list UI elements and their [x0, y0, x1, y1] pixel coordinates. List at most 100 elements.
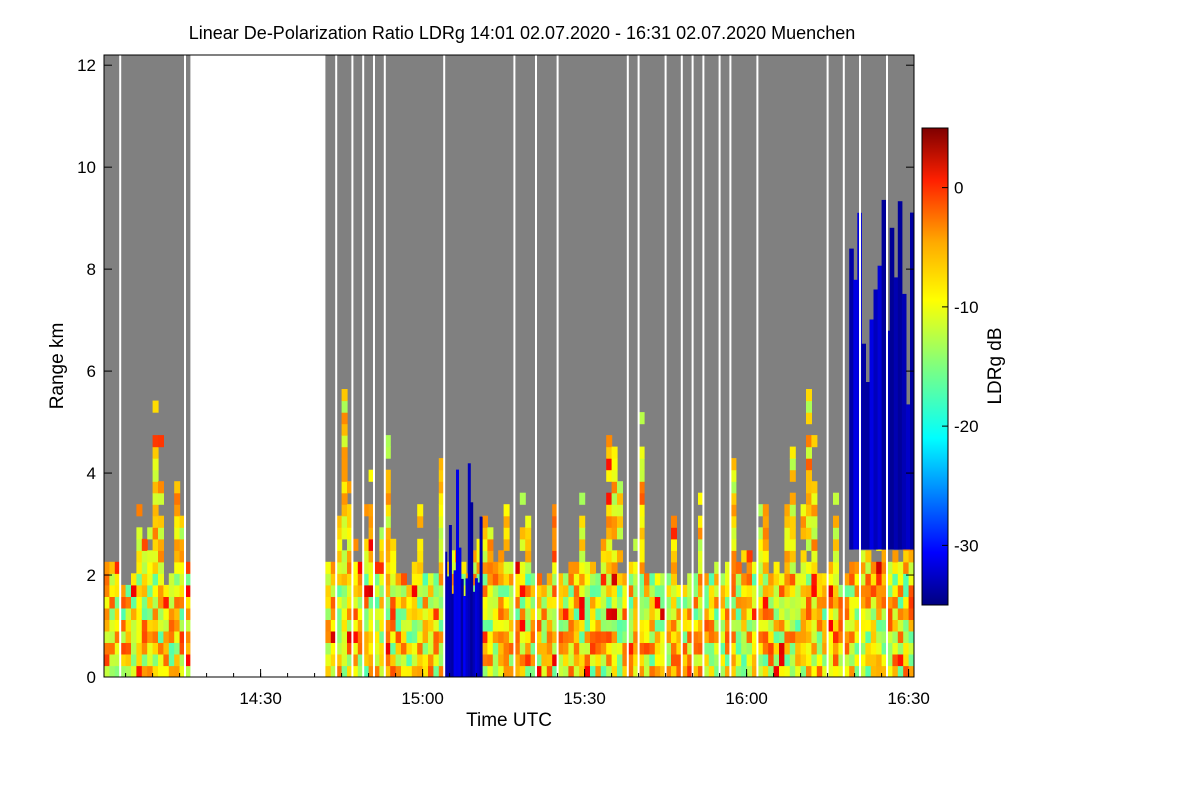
ldr-cell [417, 619, 424, 632]
ldr-cell [800, 573, 807, 586]
ldr-cell [336, 584, 343, 597]
ldr-cell [579, 630, 586, 643]
ldr-cell [438, 607, 445, 620]
ldr-cell [768, 596, 775, 609]
ldr-cell [660, 642, 667, 655]
ldr-cell [638, 573, 645, 586]
ldr-cell [833, 642, 839, 655]
ldr-cell [185, 619, 191, 632]
ldr-cell [109, 630, 116, 643]
ldr-cell [487, 607, 494, 620]
ldr-cell [687, 665, 694, 677]
ldr-cell [622, 665, 629, 677]
ldr-cell [357, 630, 364, 643]
ldr-cell [374, 607, 380, 620]
ldr-cell [573, 642, 580, 655]
ldr-cell [525, 584, 532, 597]
ldr-cell [606, 584, 613, 597]
ldr-cell [438, 550, 445, 563]
ldr-cell [330, 573, 337, 586]
ldr-cell [833, 538, 839, 551]
ldr-cell [908, 561, 914, 574]
ldr-cell [795, 642, 802, 655]
ldr-cell [519, 630, 526, 643]
ldr-cell [654, 607, 661, 620]
ldr-cell [665, 596, 672, 609]
ldr-cell [438, 654, 445, 667]
ldr-cell [606, 492, 613, 505]
ldr-cell [114, 596, 121, 609]
ldr-cell [870, 642, 877, 655]
ldr-cell [498, 630, 505, 643]
ldr-cell [865, 654, 872, 667]
ldr-cell [136, 561, 143, 574]
ldr-cell [341, 504, 348, 517]
ldr-cell [152, 630, 159, 643]
ldr-cell [379, 527, 386, 540]
ldr-cell [827, 630, 834, 643]
ldr-feature-cell [451, 593, 455, 677]
ldr-cell [795, 630, 802, 643]
ldr-cell [822, 654, 829, 667]
ldr-cell [179, 550, 186, 563]
ldr-cell [789, 665, 796, 677]
ldr-cell [768, 665, 775, 677]
ldr-cell [519, 607, 526, 620]
ldr-cell [336, 654, 343, 667]
ldr-cell [849, 607, 856, 620]
ldr-cell [692, 573, 699, 586]
ldr-cell [860, 596, 866, 609]
ldr-cell [833, 515, 839, 528]
ldr-cell [525, 538, 532, 551]
ldr-cell [104, 642, 110, 655]
ldr-cell [806, 389, 812, 402]
ldr-cell [584, 607, 591, 620]
ldr-cell [773, 665, 780, 677]
ldr-cell [503, 607, 510, 620]
ldr-cell [152, 400, 159, 413]
ldr-cell [384, 665, 391, 677]
ldr-cell [671, 527, 677, 540]
ldr-cell [606, 458, 613, 471]
ldr-cell [730, 515, 737, 528]
ldr-cell [109, 573, 116, 586]
ldr-cell [870, 607, 877, 620]
ldr-cell [363, 642, 370, 655]
ldr-cell [806, 538, 812, 551]
ldr-cell [341, 389, 348, 402]
ldr-cell [546, 642, 553, 655]
ldr-cell [854, 654, 861, 667]
ldr-cell [833, 619, 839, 632]
ldr-cell [681, 642, 688, 655]
ldr-cell [498, 584, 505, 597]
ldr-cell [800, 515, 807, 528]
ldr-cell [698, 665, 704, 677]
ldr-feature-cell [470, 502, 474, 677]
ldr-cell [762, 665, 769, 677]
ldr-cell [336, 665, 343, 677]
ldr-cell [136, 538, 143, 551]
ldr-cell [174, 665, 181, 677]
ldr-cell [557, 607, 564, 620]
ldr-cell [757, 584, 764, 597]
ldr-cell [368, 607, 375, 620]
ldr-cell [779, 665, 785, 677]
ldr-cell [638, 504, 645, 517]
ldr-cell [692, 654, 699, 667]
ldr-cell [368, 584, 375, 597]
ldr-cell [633, 642, 640, 655]
ldr-cell [806, 469, 812, 482]
ldr-cell [509, 665, 515, 677]
ldr-cell [568, 573, 575, 586]
ldr-cell [325, 654, 332, 667]
ldr-cell [795, 584, 802, 597]
ldr-cell [746, 561, 753, 574]
ldr-cell [811, 642, 818, 655]
ldr-cell [730, 665, 737, 677]
ldr-cell [692, 607, 699, 620]
ldr-cell [179, 573, 186, 586]
ldr-cell [811, 665, 818, 677]
ldr-cell [120, 654, 127, 667]
ldr-cell [903, 584, 910, 597]
